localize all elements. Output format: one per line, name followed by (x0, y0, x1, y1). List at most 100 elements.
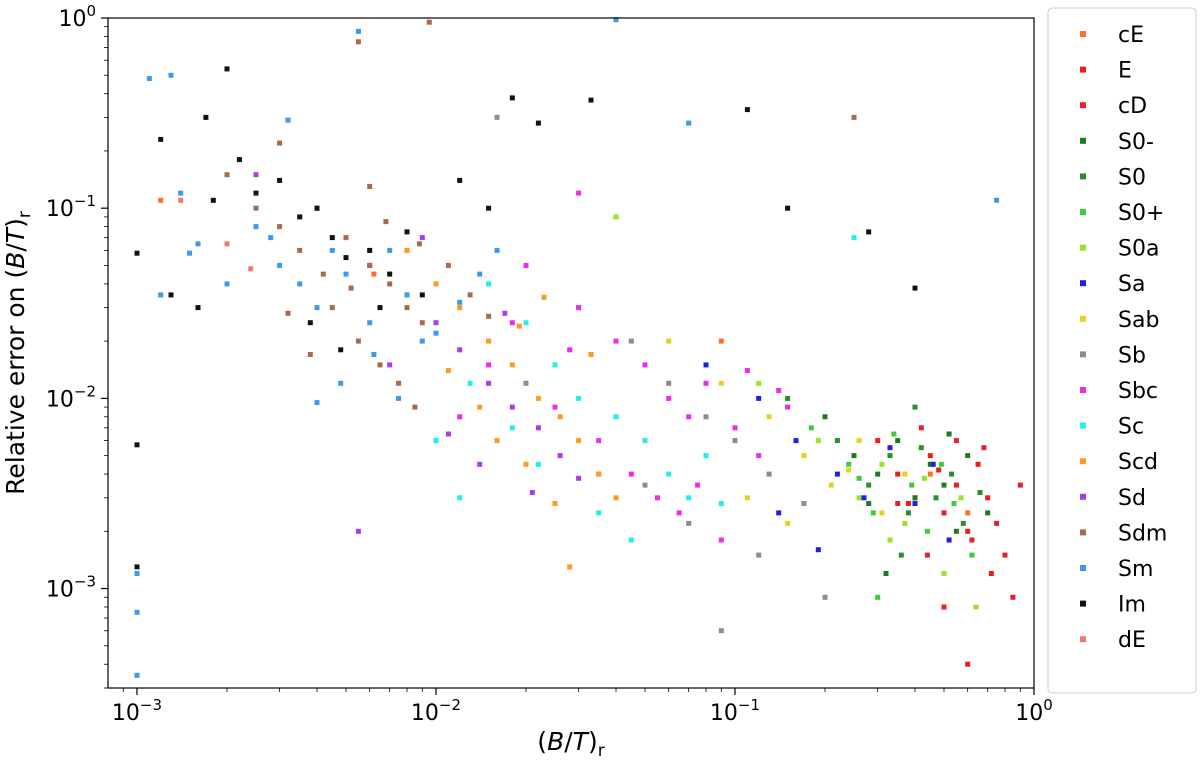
legend-marker-scd (1080, 458, 1086, 465)
data-point-s0--10 (856, 475, 862, 481)
data-point-s0--4 (909, 482, 915, 488)
data-point-sc-7 (686, 495, 692, 501)
data-point-s0--9 (875, 594, 881, 600)
legend-label-ce: cE (1118, 23, 1144, 48)
data-point-s0--6 (938, 461, 944, 467)
data-point-sm-21 (338, 380, 344, 386)
data-point-sb-9 (686, 520, 692, 526)
data-point-s0-2 (866, 482, 872, 488)
data-point-sd-11 (445, 431, 451, 437)
data-point-sab-6 (879, 510, 885, 516)
data-point-sm-2 (134, 672, 140, 678)
data-point-scd-13 (552, 501, 558, 506)
data-point-sbc-11 (596, 438, 602, 444)
legend-label-de: dE (1118, 628, 1146, 653)
legend-label-sm: Sm (1118, 557, 1153, 582)
plot-frame (107, 17, 1035, 689)
data-point-s0--3 (895, 438, 901, 444)
data-point-s0a-3 (879, 461, 885, 467)
data-point-sc-8 (703, 453, 709, 459)
legend-label-sb: Sb (1118, 343, 1146, 368)
data-point-sc-0 (486, 281, 492, 287)
data-point-sab-7 (902, 471, 908, 477)
data-point-sab-2 (766, 414, 772, 420)
legend-marker-sc (1080, 422, 1086, 429)
data-point-cd-1 (936, 467, 942, 473)
data-point-sdm-1 (253, 205, 259, 211)
data-point-sd-12 (477, 461, 483, 467)
data-point-sm-1 (134, 609, 140, 615)
data-point-im-29 (377, 305, 383, 311)
data-point-sb-6 (801, 501, 807, 506)
legend-label-sab: Sab (1118, 308, 1159, 333)
data-point-sc-4 (613, 414, 619, 420)
legend-label-e: E (1118, 59, 1132, 84)
data-point-im-14 (343, 255, 349, 261)
data-point-sab-8 (744, 495, 750, 501)
legend-marker-cd (1080, 102, 1086, 109)
data-point-scd-7 (576, 438, 582, 444)
data-point-e-14 (988, 571, 994, 576)
data-point-sm-17 (404, 292, 410, 298)
data-point-sm-29 (433, 330, 439, 336)
data-point-e-7 (975, 461, 981, 467)
legend-label-s0a: S0a (1118, 237, 1159, 262)
data-point-sc-12 (596, 510, 602, 516)
data-point-sm-20 (314, 400, 320, 406)
data-point-sd-8 (576, 475, 582, 481)
data-point-scd-9 (613, 495, 619, 501)
data-point-sm-31 (477, 271, 483, 277)
data-point-im-8 (236, 157, 242, 163)
data-point-sdm-17 (851, 114, 857, 120)
legend-entries: cE EcD S0- S0 S0+ S0a Sa Sab Sb Sbc Sc Scd Sd Sdm Sm Im… (1080, 23, 1167, 653)
data-point-sm-26 (187, 250, 193, 256)
data-point-sm-15 (367, 320, 373, 326)
data-point-sd-5 (509, 404, 515, 410)
data-point-sm-9 (253, 224, 259, 230)
data-point-sab-5 (856, 438, 862, 444)
data-point-s0a-2 (856, 495, 862, 501)
data-point-e-15 (1017, 482, 1023, 488)
data-point-scd-16 (541, 294, 547, 300)
data-point-sa-9 (776, 510, 782, 516)
data-point-im-26 (866, 229, 872, 235)
data-point-sdm-16 (355, 39, 361, 45)
data-point-e-11 (965, 661, 971, 667)
data-point-sb-4 (732, 438, 738, 444)
data-point-sdm-21 (467, 292, 473, 298)
data-point-e-13 (905, 501, 911, 506)
legend-marker-sd (1080, 493, 1086, 500)
data-point-sa-3 (834, 471, 840, 477)
data-point-sbc-16 (457, 414, 463, 420)
data-point-im-24 (744, 107, 750, 113)
data-point-e-0 (875, 438, 881, 444)
data-point-scd-3 (486, 338, 492, 344)
data-point-im-5 (195, 305, 201, 311)
data-point-sdm-11 (355, 338, 361, 344)
data-point-sbc-8 (756, 453, 762, 459)
data-point-scd-6 (557, 414, 563, 420)
data-point-s0a-6 (941, 571, 947, 576)
data-point-cd-4 (994, 520, 1000, 526)
data-point-e-6 (965, 528, 971, 534)
data-point-sd-3 (457, 347, 463, 353)
legend-marker-s0a (1080, 244, 1086, 251)
data-point-im-17 (404, 229, 410, 235)
data-point-sa-10 (815, 547, 821, 553)
data-point-sa-0 (703, 362, 709, 368)
data-point-sbc-1 (576, 305, 582, 311)
data-point-sdm-3 (297, 247, 303, 253)
data-point-sb-1 (628, 338, 634, 344)
data-point-e-5 (953, 482, 959, 488)
data-point-sm-22 (396, 395, 402, 401)
data-point-sm-7 (195, 241, 201, 247)
y-tick-label-0: 10−3 (46, 573, 96, 603)
data-point-sdm-13 (396, 380, 402, 386)
data-point-sbc-19 (744, 368, 750, 374)
data-point-s0--0 (808, 425, 814, 431)
data-point-s0-7 (949, 471, 955, 477)
data-point-im-30 (338, 347, 344, 353)
data-point-ce-2 (718, 338, 724, 344)
data-point-sa-2 (793, 438, 799, 444)
data-point-sbc-14 (676, 510, 682, 516)
